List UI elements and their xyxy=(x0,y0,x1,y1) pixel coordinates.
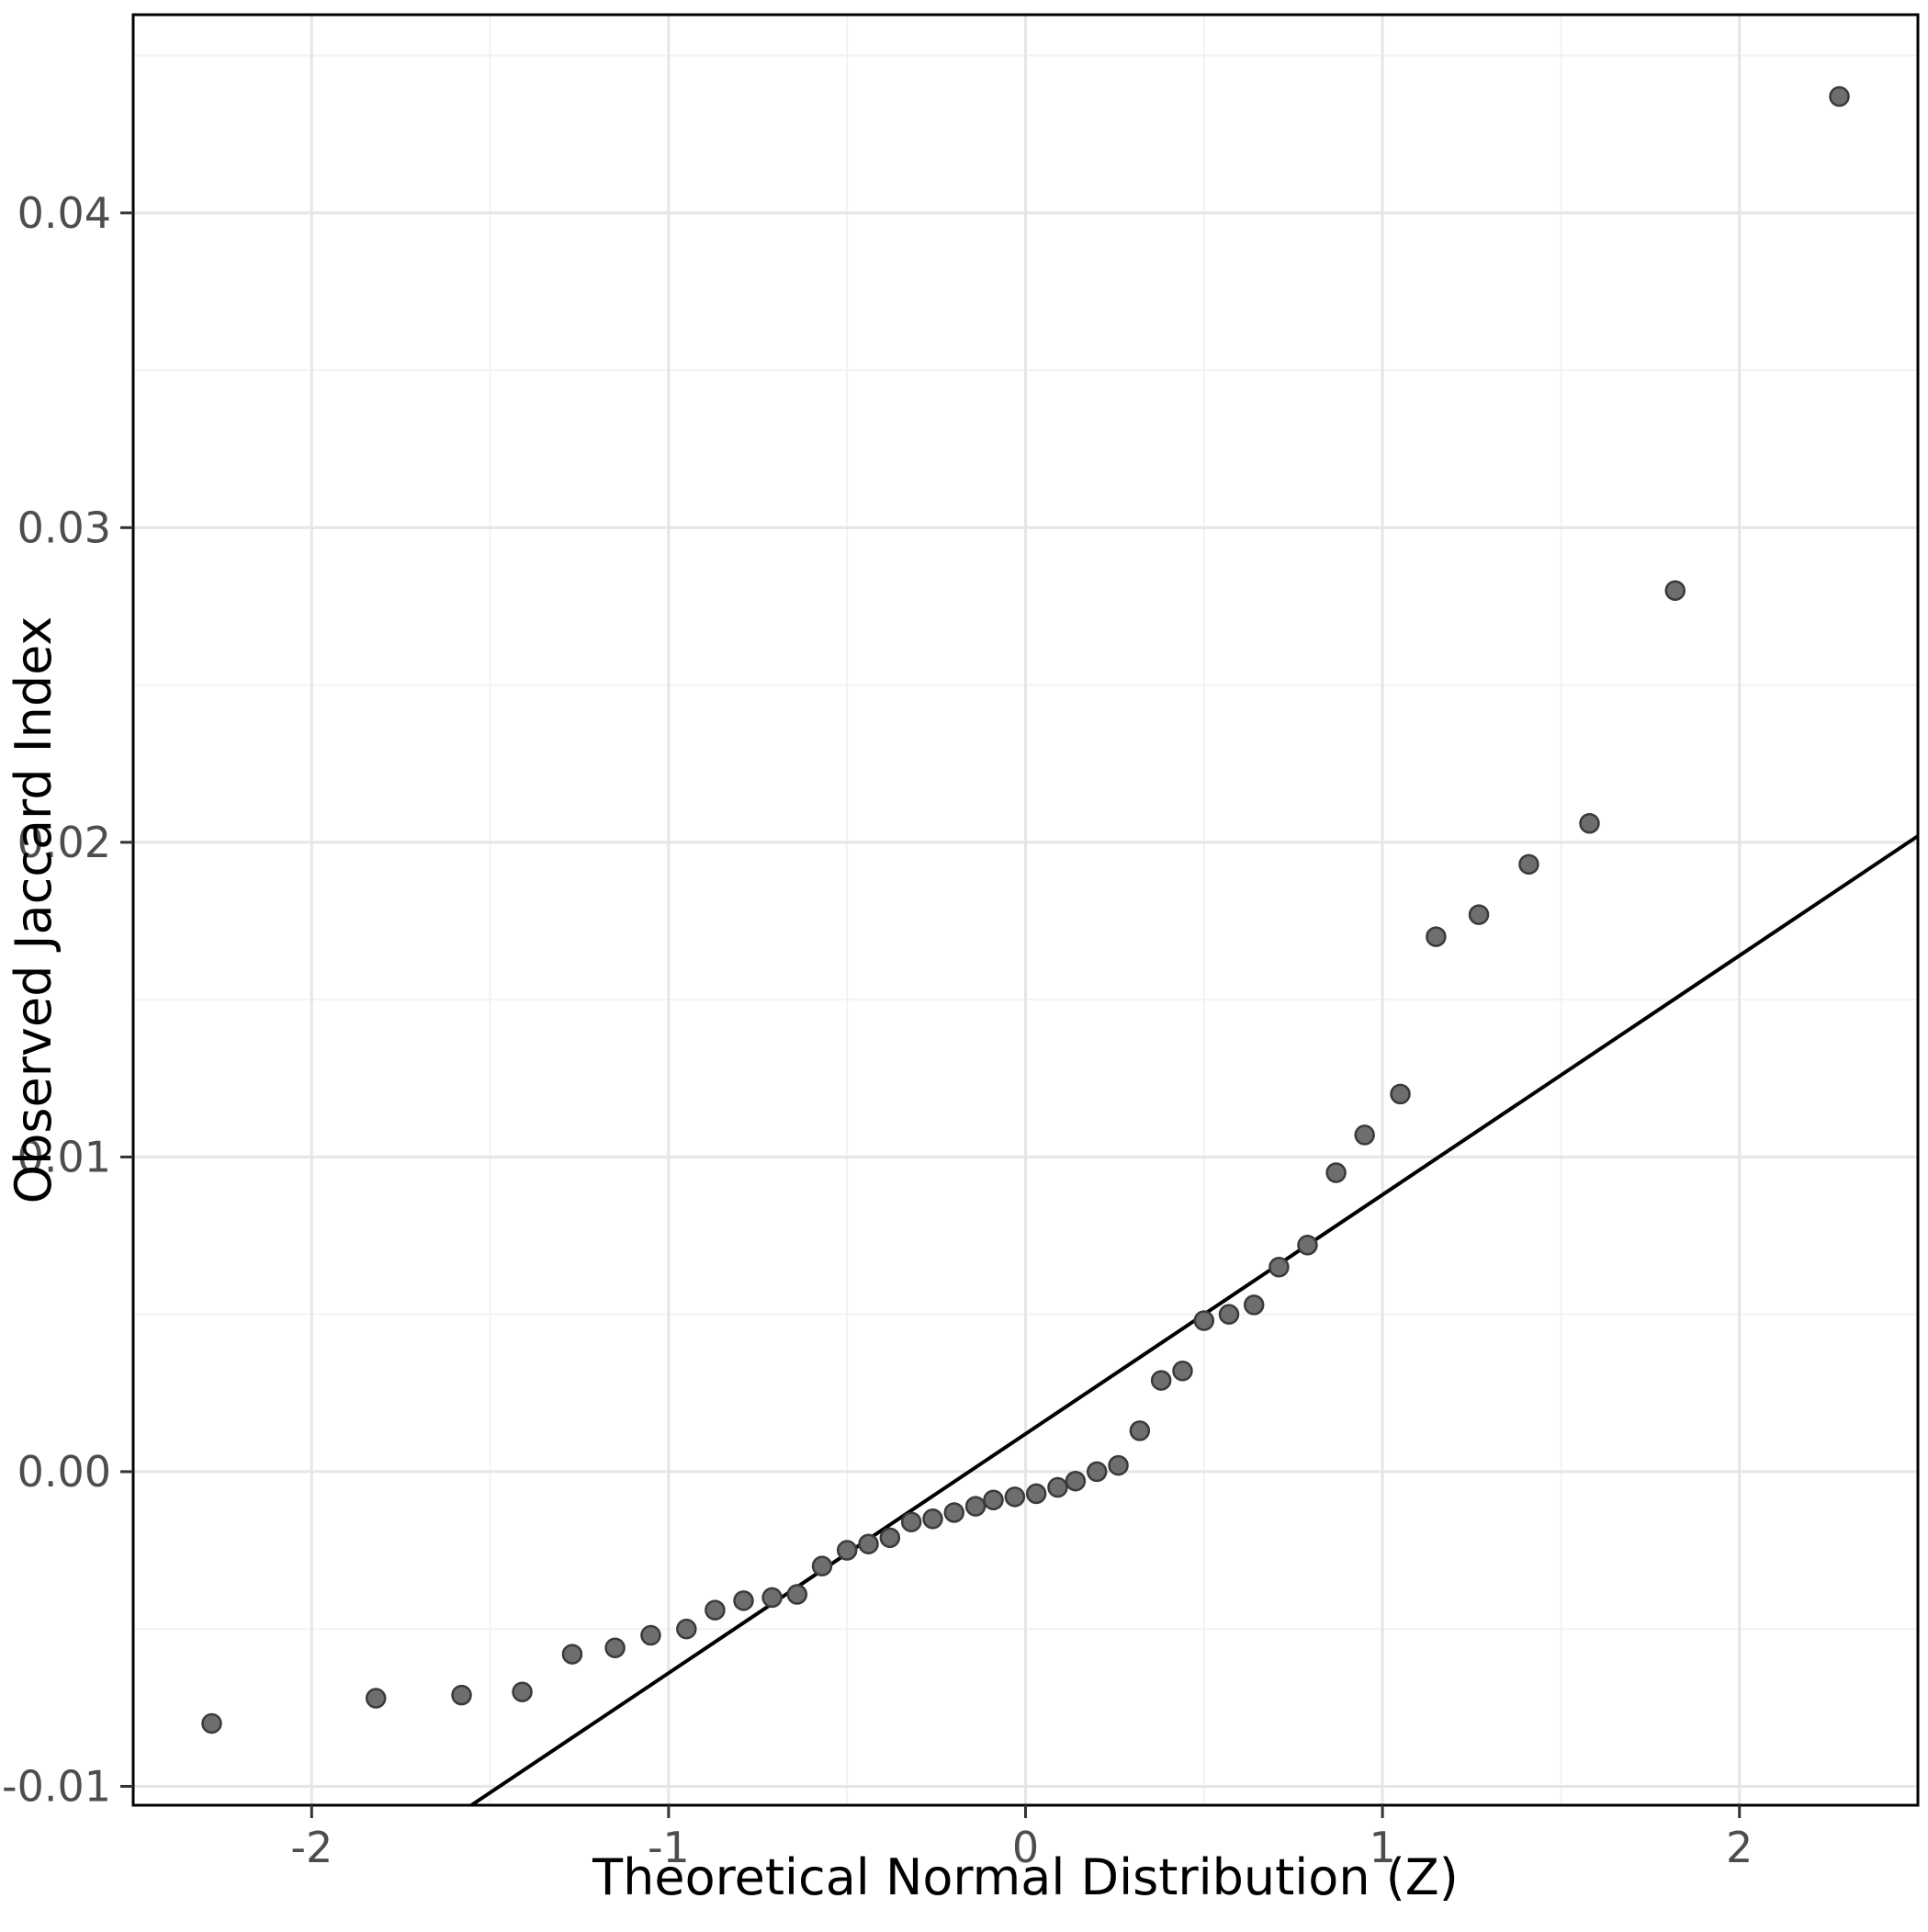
scatter-points xyxy=(201,85,1850,1734)
data-point xyxy=(1065,1470,1087,1492)
data-point xyxy=(365,1688,387,1709)
y-axis-title: Observed Jaccard Index xyxy=(5,616,62,1204)
data-point xyxy=(1426,926,1447,947)
x-tick-label: 0 xyxy=(1012,1823,1039,1872)
data-point xyxy=(1243,1294,1265,1316)
data-point xyxy=(836,1540,858,1561)
data-point xyxy=(705,1599,726,1621)
data-point xyxy=(786,1584,808,1605)
data-point xyxy=(676,1618,697,1640)
y-tick-label: -0.01 xyxy=(2,1761,111,1811)
x-tick-label: 1 xyxy=(1369,1823,1395,1872)
y-tick-label: 0.04 xyxy=(17,188,111,238)
y-tick-label: 0.03 xyxy=(17,503,111,552)
data-point xyxy=(1047,1476,1068,1498)
data-point xyxy=(1468,904,1490,925)
data-point xyxy=(1150,1370,1172,1391)
x-axis-title: Theoretical Normal Distribution (Z) xyxy=(592,1848,1459,1906)
data-point xyxy=(1086,1461,1108,1483)
data-point xyxy=(733,1590,754,1611)
data-point xyxy=(811,1555,833,1576)
data-point xyxy=(561,1644,583,1665)
data-point xyxy=(879,1527,901,1549)
y-tick-label: 0.01 xyxy=(17,1132,111,1181)
data-point xyxy=(1354,1124,1375,1146)
data-point xyxy=(1579,813,1600,834)
data-point xyxy=(1129,1420,1151,1441)
data-point xyxy=(1004,1486,1026,1508)
major-gridlines xyxy=(133,15,1918,1805)
data-point xyxy=(640,1624,661,1646)
data-point xyxy=(943,1502,965,1523)
data-point xyxy=(1664,580,1686,602)
y-tick-label: 0.00 xyxy=(17,1447,111,1497)
data-point xyxy=(1172,1361,1193,1382)
data-point xyxy=(1518,853,1539,876)
data-point xyxy=(512,1681,533,1702)
x-tick-label: -2 xyxy=(290,1823,333,1872)
y-tick-label: 0.02 xyxy=(17,818,111,867)
data-point xyxy=(922,1508,943,1530)
data-point xyxy=(451,1684,472,1706)
data-point xyxy=(1390,1083,1411,1105)
data-point xyxy=(1025,1483,1047,1505)
x-tick-label: -1 xyxy=(648,1823,690,1872)
data-point xyxy=(604,1637,626,1658)
data-point xyxy=(201,1712,222,1734)
data-point xyxy=(964,1496,987,1517)
data-point xyxy=(1829,85,1850,107)
data-point xyxy=(983,1489,1004,1510)
x-tick-label: 2 xyxy=(1726,1823,1753,1872)
data-point xyxy=(1108,1454,1129,1476)
data-point xyxy=(761,1587,783,1609)
data-point xyxy=(900,1511,922,1532)
data-point xyxy=(1297,1235,1318,1256)
data-point xyxy=(1325,1162,1347,1183)
axis-tick-labels: -2 -1 0 1 2 -0.01 0.00 0.01 0.02 0.03 0.04 xyxy=(2,188,1753,1872)
data-point xyxy=(1193,1310,1215,1331)
data-point xyxy=(858,1533,879,1554)
data-point xyxy=(1218,1304,1240,1325)
data-point xyxy=(1268,1257,1290,1278)
axis-tick-marks xyxy=(120,211,1742,1818)
